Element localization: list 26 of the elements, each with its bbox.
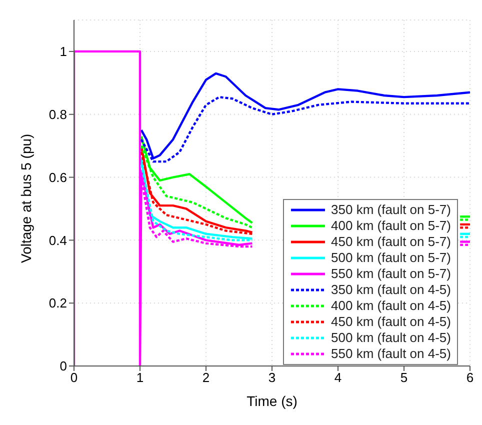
x-tick-label: 1 xyxy=(136,370,144,386)
x-tick-label: 4 xyxy=(334,370,342,386)
line-series xyxy=(140,72,470,160)
y-tick-label: 0.2 xyxy=(48,296,67,311)
legend-label: 450 km (fault on 4-5) xyxy=(331,314,451,330)
x-tick-label: 2 xyxy=(202,370,210,386)
legend-label: 350 km (fault on 5-7) xyxy=(331,202,451,218)
x-tick-label: 3 xyxy=(268,370,276,386)
x-axis-title: Time (s) xyxy=(246,393,298,409)
legend-label: 350 km (fault on 4-5) xyxy=(331,282,451,298)
legend-label: 500 km (fault on 5-7) xyxy=(331,250,451,266)
series-label: 400 km (fault on 5-7) xyxy=(331,218,451,234)
y-tick-label: 1 xyxy=(60,44,67,60)
x-tick-label: 5 xyxy=(400,370,408,386)
y-tick-label: 0.6 xyxy=(48,170,67,185)
y-axis-title: Voltage at bus 5 (pu) xyxy=(18,134,34,263)
y-tick-label: 0.8 xyxy=(48,106,67,122)
legend-label: 500 km (fault on 4-5) xyxy=(331,330,451,346)
y-tick-label: 0 xyxy=(60,358,67,374)
legend-label: 550 km (fault on 5-7) xyxy=(331,266,451,282)
y-tick-label: 0.4 xyxy=(48,232,67,248)
x-tick-label: 0 xyxy=(70,370,78,386)
legend-label: 450 km (fault on 5-7) xyxy=(331,234,451,250)
legend-label: 550 km (fault on 4-5) xyxy=(331,346,451,362)
x-tick-label: 6 xyxy=(466,370,474,386)
legend-label: 400 km (fault on 4-5) xyxy=(331,298,451,314)
